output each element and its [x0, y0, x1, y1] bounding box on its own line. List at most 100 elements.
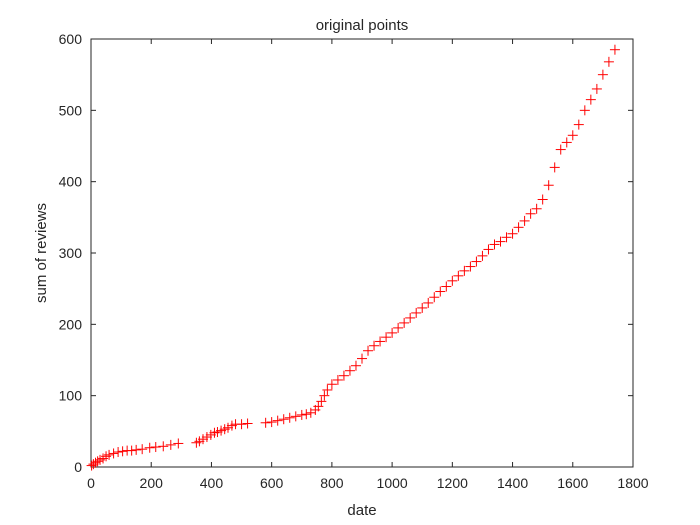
y-tick-label: 500 [59, 102, 83, 118]
data-point [144, 442, 155, 453]
y-tick-label: 0 [74, 459, 82, 475]
data-point [117, 446, 128, 457]
data-point [278, 414, 289, 425]
data-point [290, 411, 301, 422]
data-point [350, 360, 361, 371]
data-point [387, 327, 398, 338]
data-point [537, 194, 548, 205]
data-point [579, 105, 590, 116]
data-point [363, 345, 374, 356]
data-point [609, 44, 620, 55]
y-tick-label: 200 [59, 316, 83, 332]
data-point [301, 409, 312, 420]
data-point [513, 222, 524, 233]
data-point [126, 445, 137, 456]
data-point [423, 297, 434, 308]
x-tick-label: 1600 [557, 475, 588, 491]
data-point [405, 312, 416, 323]
x-tick-label: 1400 [497, 475, 528, 491]
data-point [543, 180, 554, 191]
data-point [447, 275, 458, 286]
scatter-series [86, 44, 620, 471]
data-point [525, 208, 536, 219]
y-tick-label: 400 [59, 174, 83, 190]
x-tick-label: 1000 [377, 475, 408, 491]
data-point [495, 236, 506, 247]
data-point [441, 281, 452, 292]
x-tick-label: 0 [87, 475, 95, 491]
data-point [411, 307, 422, 318]
data-point [573, 119, 584, 130]
data-point [322, 384, 333, 395]
data-point [435, 286, 446, 297]
y-axis: 0 100 200 300 400 500 600 [59, 31, 633, 475]
data-point [236, 419, 247, 430]
data-point [165, 439, 176, 450]
x-axis: 0 200 400 600 800 1000 1200 1400 1600 1800 [87, 39, 649, 491]
data-point [357, 353, 367, 364]
data-point [429, 292, 440, 303]
data-point [198, 434, 209, 445]
data-point [465, 261, 476, 272]
data-point [104, 449, 115, 460]
data-point [561, 137, 572, 148]
data-point [131, 444, 142, 455]
data-point [381, 332, 392, 343]
data-point [338, 370, 349, 381]
data-point [284, 412, 295, 423]
data-point [344, 365, 355, 376]
x-tick-label: 1200 [437, 475, 468, 491]
y-tick-label: 600 [59, 31, 83, 47]
data-point [375, 336, 386, 347]
y-axis-label: sum of reviews [33, 203, 50, 303]
data-point [332, 374, 343, 385]
plot-area [90, 38, 634, 468]
data-point [92, 456, 103, 467]
data-point [471, 256, 482, 267]
data-point [260, 417, 271, 428]
x-tick-label: 200 [140, 475, 164, 491]
data-point [266, 417, 277, 428]
data-point [597, 69, 608, 80]
data-point [507, 228, 518, 239]
data-point [477, 250, 488, 261]
data-point [319, 390, 330, 401]
data-point [399, 317, 410, 328]
data-point [489, 239, 500, 250]
data-point [113, 447, 124, 458]
data-point [459, 265, 470, 276]
data-point [567, 130, 578, 141]
chart-title: original points [316, 17, 409, 34]
data-point [326, 379, 337, 390]
x-tick-label: 400 [200, 475, 224, 491]
data-point [223, 422, 234, 433]
data-point [150, 442, 161, 453]
x-tick-label: 1800 [617, 475, 648, 491]
data-point [393, 322, 404, 333]
data-point [137, 444, 148, 455]
data-point [201, 432, 212, 443]
y-tick-label: 100 [59, 388, 83, 404]
data-point [158, 441, 169, 452]
data-point [242, 418, 253, 429]
data-point [555, 144, 566, 155]
data-point [296, 409, 307, 420]
x-tick-label: 800 [320, 475, 344, 491]
data-point [108, 448, 119, 459]
x-axis-label: date [347, 502, 376, 519]
data-point [453, 270, 464, 281]
data-point [173, 438, 184, 449]
data-point [549, 162, 560, 173]
data-point [369, 340, 380, 351]
x-tick-label: 600 [260, 475, 284, 491]
data-point [417, 302, 428, 313]
data-point [585, 94, 596, 105]
data-point [603, 56, 614, 67]
data-point [501, 232, 512, 243]
data-point [519, 215, 530, 226]
data-point [483, 244, 494, 255]
data-point [591, 83, 602, 94]
data-point [272, 415, 283, 426]
